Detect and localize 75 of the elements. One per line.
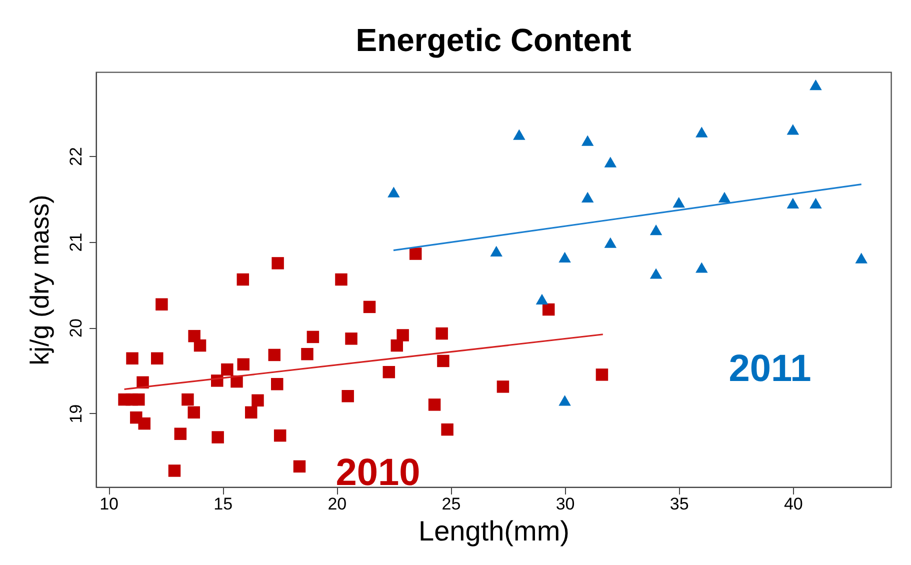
point bbox=[236, 273, 250, 286]
point bbox=[335, 273, 348, 286]
y-tick-label: 22 bbox=[66, 147, 86, 166]
point bbox=[212, 431, 224, 444]
point bbox=[855, 252, 868, 264]
x-tick-label: 40 bbox=[784, 494, 803, 514]
point bbox=[696, 126, 708, 138]
y-tick-label: 20 bbox=[66, 318, 86, 338]
point bbox=[221, 363, 234, 376]
point bbox=[252, 394, 264, 407]
point bbox=[272, 257, 284, 270]
point bbox=[382, 366, 396, 378]
point bbox=[132, 393, 145, 406]
x-tick-label: 15 bbox=[214, 494, 233, 514]
point bbox=[513, 129, 526, 140]
series-label: 2010 bbox=[336, 452, 420, 494]
point bbox=[558, 252, 571, 263]
point bbox=[306, 330, 320, 344]
point bbox=[396, 329, 409, 342]
x-axis-title: Length(mm) bbox=[418, 516, 570, 546]
point bbox=[138, 417, 150, 430]
point bbox=[390, 339, 404, 352]
point bbox=[293, 460, 306, 473]
text: 2011 bbox=[728, 348, 812, 390]
point bbox=[650, 268, 662, 279]
x-tick-label: 20 bbox=[328, 494, 347, 514]
point bbox=[436, 327, 448, 340]
point bbox=[558, 395, 571, 406]
point bbox=[810, 80, 822, 90]
y-axis-title: kj/g (dry mass) bbox=[24, 194, 54, 366]
point bbox=[237, 358, 250, 371]
y-tick-label: 21 bbox=[66, 232, 86, 252]
y-tick-label: 19 bbox=[66, 404, 86, 424]
point bbox=[696, 262, 708, 273]
point bbox=[194, 339, 206, 352]
point bbox=[363, 300, 376, 314]
point bbox=[810, 198, 822, 208]
point bbox=[151, 352, 164, 365]
point bbox=[718, 192, 731, 202]
point bbox=[345, 332, 358, 345]
point bbox=[168, 464, 181, 477]
point bbox=[496, 380, 510, 393]
point bbox=[581, 192, 594, 202]
point bbox=[174, 428, 187, 440]
point bbox=[188, 406, 200, 419]
point bbox=[274, 429, 286, 442]
point bbox=[604, 156, 617, 168]
point bbox=[672, 197, 685, 208]
point bbox=[342, 390, 354, 402]
point bbox=[301, 348, 314, 360]
point bbox=[536, 294, 548, 305]
point bbox=[786, 198, 800, 208]
x-tick-label: 10 bbox=[100, 494, 119, 514]
point bbox=[581, 135, 594, 146]
x-tick-label: 30 bbox=[556, 494, 575, 514]
x-tick-label: 35 bbox=[670, 494, 689, 514]
point bbox=[650, 224, 662, 236]
point bbox=[409, 248, 422, 260]
point bbox=[271, 378, 284, 390]
point bbox=[490, 246, 502, 257]
point bbox=[428, 398, 441, 411]
point bbox=[437, 354, 450, 368]
point bbox=[182, 393, 194, 406]
point bbox=[596, 368, 608, 381]
point bbox=[388, 186, 400, 198]
point bbox=[126, 352, 138, 365]
point bbox=[542, 303, 555, 316]
point bbox=[604, 237, 617, 248]
point bbox=[156, 298, 168, 310]
point bbox=[786, 124, 800, 135]
point bbox=[245, 406, 258, 419]
chart-title: Energetic Content bbox=[356, 22, 632, 58]
point bbox=[441, 423, 454, 436]
point bbox=[268, 348, 281, 362]
x-tick-label: 25 bbox=[442, 494, 461, 514]
